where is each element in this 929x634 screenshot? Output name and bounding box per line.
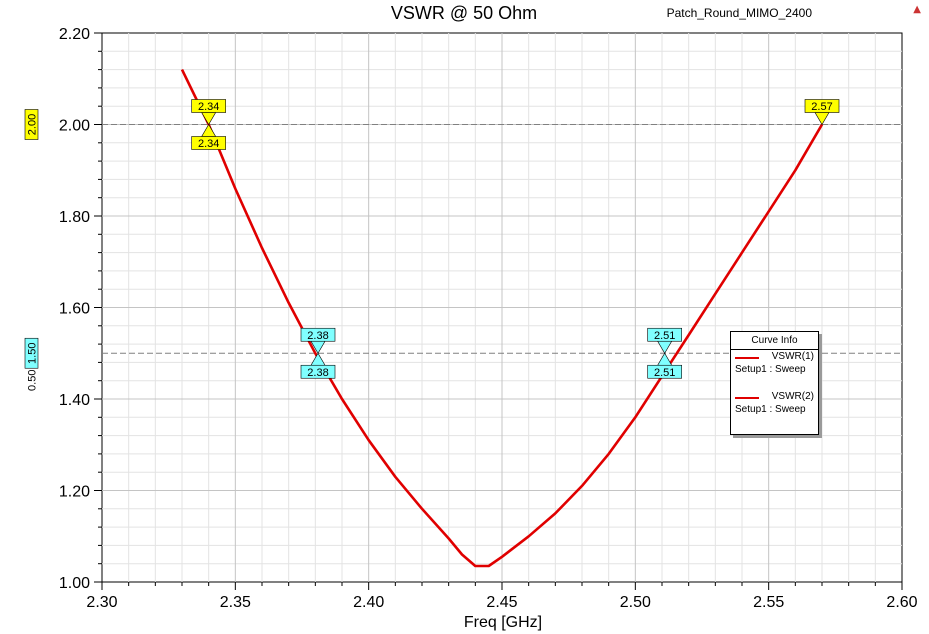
- legend-series-name: VSWR(2): [771, 391, 814, 402]
- marker-label: 2.51: [654, 330, 675, 342]
- legend-setup: Setup1 : Sweep: [735, 404, 806, 415]
- x-tick-label: 2.50: [620, 594, 651, 611]
- marker-label-box: [191, 99, 226, 113]
- grid: [101, 32, 903, 583]
- legend-swatch: [735, 357, 759, 359]
- series-line: [181, 69, 823, 567]
- chart-title: VSWR @ 50 Ohm: [391, 3, 537, 23]
- legend-setup: Setup1 : Sweep: [735, 364, 806, 375]
- legend-title: Curve Info: [731, 332, 818, 350]
- marker-label-box: [191, 136, 226, 150]
- y-tick-label: 2.00: [59, 118, 90, 135]
- y-tick-label: 1.20: [59, 484, 90, 501]
- marker-label-box: [647, 327, 682, 342]
- legend-swatch: [735, 397, 759, 399]
- legend-entry: VSWR(2) Setup1 : Sweep: [731, 390, 818, 430]
- x-tick-label: 2.55: [753, 594, 784, 611]
- y-tick-label: 2.20: [59, 26, 90, 43]
- menu-arrow-icon[interactable]: ▲: [913, 4, 921, 15]
- y-tick-label: 1.00: [59, 575, 90, 592]
- marker-label: 2.57: [811, 101, 832, 113]
- legend-entry: VSWR(1) Setup1 : Sweep: [731, 350, 818, 390]
- marker-label-box: [300, 364, 336, 379]
- marker-label: 2.51: [654, 367, 675, 379]
- x-tick-label: 2.40: [353, 594, 384, 611]
- x-tick-label: 2.45: [486, 594, 517, 611]
- y-tick-label: 1.60: [59, 301, 90, 318]
- marker-label: 2.34: [198, 101, 219, 113]
- axes: 2.30 2.35 2.40 2.45 2.50 2.55 2.60 1.00 1.20 1.40…: [59, 26, 918, 611]
- frequency-markers: 2.34 2.34 2.57 2.38 2.38 2.51 2.51: [191, 99, 840, 379]
- marker-label-box: [300, 327, 336, 342]
- y-tick-label: 1.80: [59, 209, 90, 226]
- reference-label-box: [24, 337, 39, 369]
- y-tick-label: 1.40: [59, 392, 90, 409]
- reference-label: 2.00: [27, 114, 39, 135]
- legend[interactable]: Curve Info VSWR(1) Setup1 : Sweep VSWR(2…: [730, 331, 819, 435]
- marker-label-box: [804, 99, 840, 113]
- marker-label-box: [647, 364, 682, 379]
- project-label: Patch_Round_MIMO_2400: [667, 6, 813, 20]
- x-tick-label: 2.60: [886, 594, 917, 611]
- marker-label: 2.38: [307, 367, 328, 379]
- x-tick-label: 2.30: [86, 594, 117, 611]
- reference-delta: 0.50: [27, 370, 39, 391]
- x-tick-label: 2.35: [220, 594, 251, 611]
- marker-label: 2.38: [307, 330, 328, 342]
- x-axis-label: Freq [GHz]: [464, 614, 542, 631]
- reference-label: 1.50: [27, 343, 39, 364]
- marker-label: 2.34: [198, 138, 219, 150]
- series-lines: [180, 69, 824, 568]
- reference-label-box: [24, 109, 39, 140]
- legend-series-name: VSWR(1): [771, 351, 814, 362]
